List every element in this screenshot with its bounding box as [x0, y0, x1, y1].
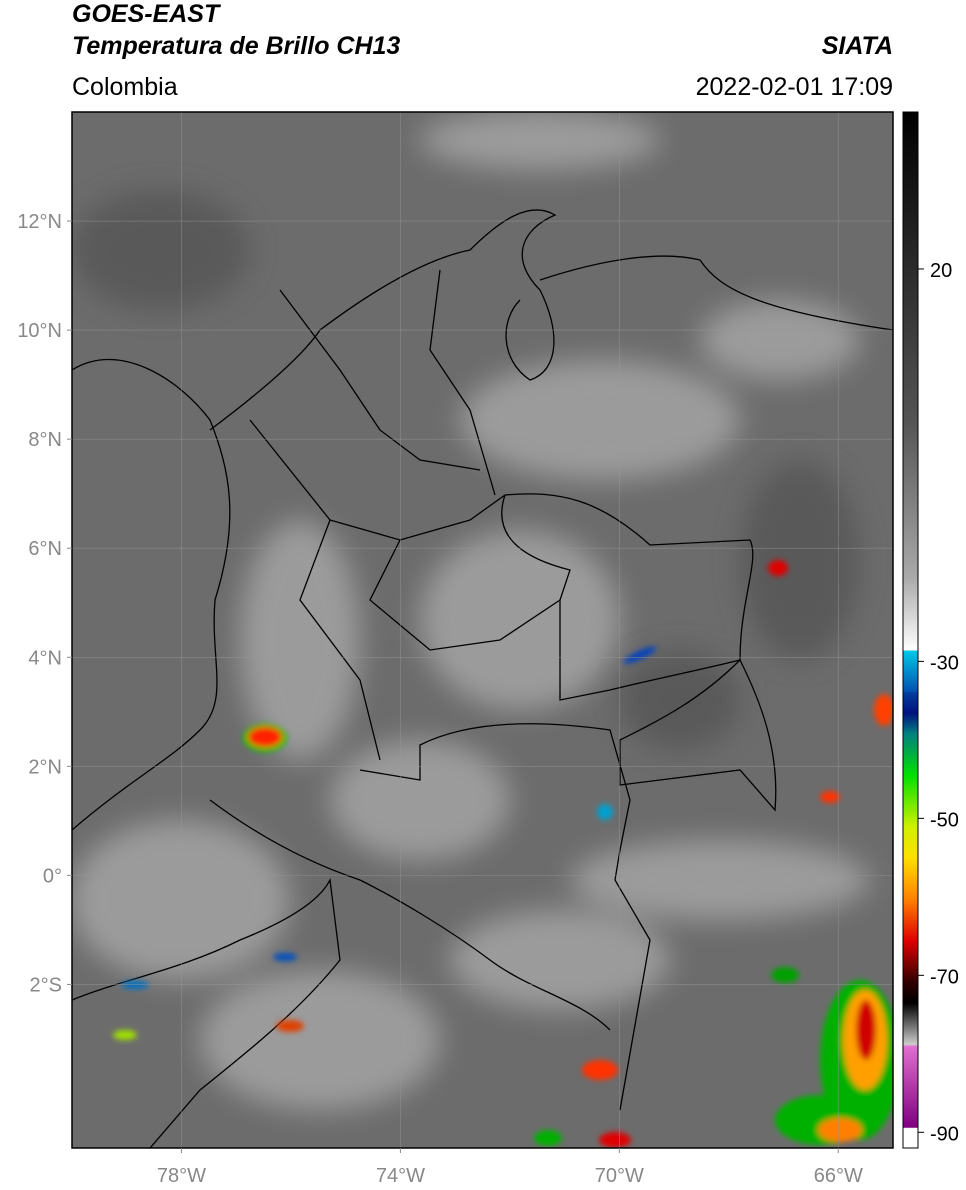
colorbar: [902, 111, 919, 1149]
satellite-image: [72, 112, 893, 1148]
y-tick-label: 2°S: [30, 974, 62, 996]
y-tick-label: 10°N: [17, 320, 62, 342]
y-tick-label: 8°N: [28, 429, 62, 451]
colorbar-label: -50: [930, 809, 959, 831]
datetime: 2022-02-01 17:09: [696, 73, 893, 101]
map-frame: [71, 111, 894, 1149]
colorbar-label: -70: [930, 966, 959, 988]
x-tick-label: 66°W: [814, 1165, 863, 1187]
region: Colombia: [72, 73, 178, 101]
x-tick-label: 78°W: [157, 1165, 206, 1187]
source: SIATA: [822, 32, 893, 60]
graticule: [72, 112, 893, 1148]
title: GOES-EAST: [72, 0, 222, 28]
subtitle: Temperatura de Brillo CH13: [72, 32, 400, 60]
colorbar-label: 20: [930, 260, 952, 282]
colorbar-label: -90: [930, 1123, 959, 1145]
y-tick-label: 4°N: [28, 647, 62, 669]
x-tick-label: 74°W: [376, 1165, 425, 1187]
y-tick-label: 2°N: [28, 756, 62, 778]
y-tick-label: 6°N: [28, 538, 62, 560]
colorbar-label: -30: [930, 652, 959, 674]
x-tick-label: 70°W: [595, 1165, 644, 1187]
y-tick-label: 0°: [43, 865, 62, 887]
y-tick-label: 12°N: [17, 211, 62, 233]
